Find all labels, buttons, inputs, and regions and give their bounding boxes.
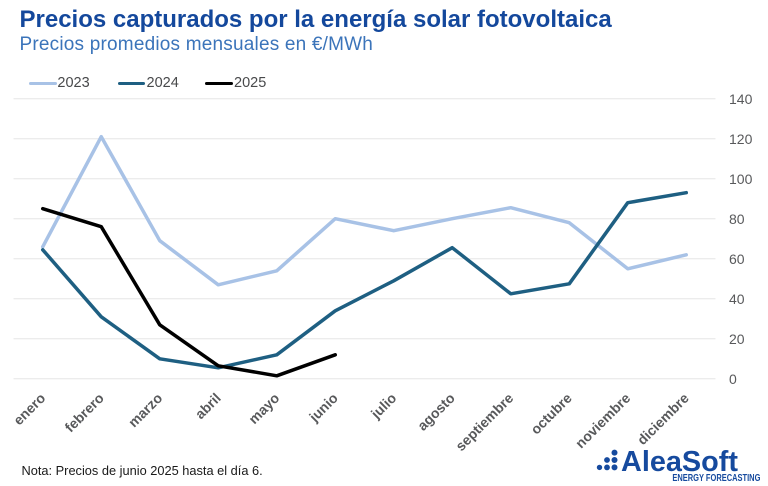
svg-text:marzo: marzo	[125, 390, 165, 430]
svg-text:agosto: agosto	[414, 390, 458, 434]
svg-text:140: 140	[729, 91, 753, 107]
svg-text:100: 100	[729, 171, 753, 187]
svg-text:enero: enero	[10, 390, 48, 428]
svg-text:0: 0	[729, 371, 737, 387]
svg-text:diciembre: diciembre	[634, 390, 692, 448]
svg-text:octubre: octubre	[527, 390, 575, 438]
svg-text:60: 60	[729, 251, 745, 267]
svg-text:mayo: mayo	[245, 390, 282, 427]
svg-text:40: 40	[729, 291, 745, 307]
svg-text:septiembre: septiembre	[452, 390, 516, 454]
svg-text:AleaSoft: AleaSoft	[621, 446, 739, 478]
svg-text:80: 80	[729, 211, 745, 227]
svg-text:120: 120	[729, 131, 753, 147]
svg-text:20: 20	[729, 331, 745, 347]
svg-text:febrero: febrero	[61, 390, 106, 435]
svg-text:junio: junio	[305, 390, 341, 426]
svg-text:julio: julio	[367, 390, 399, 422]
svg-text:abril: abril	[192, 390, 224, 422]
svg-text:noviembre: noviembre	[572, 390, 634, 452]
svg-text:ENERGY FORECASTING: ENERGY FORECASTING	[672, 473, 760, 484]
